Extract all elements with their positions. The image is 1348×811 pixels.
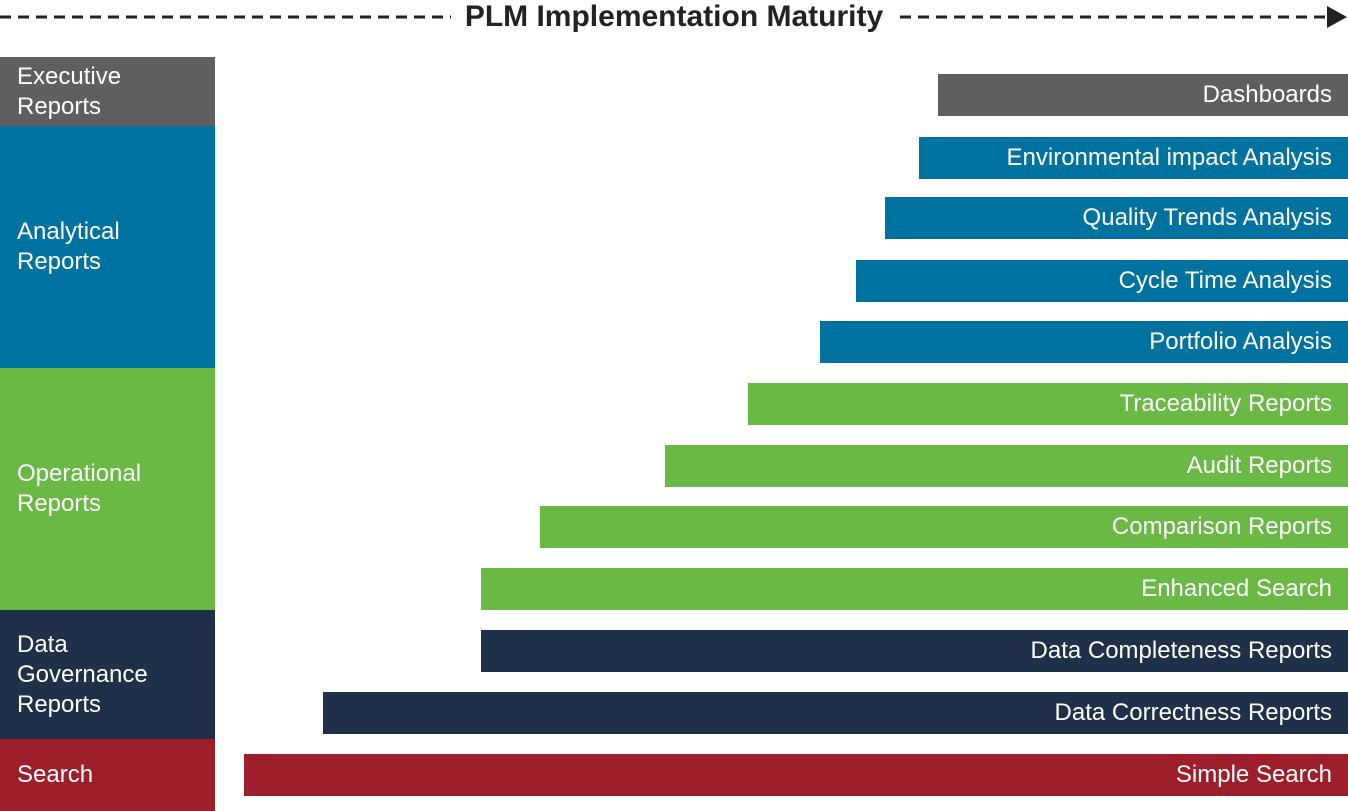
- bar-data-correctness-reports: Data Correctness Reports: [323, 692, 1348, 734]
- bar-quality-trends-analysis: Quality Trends Analysis: [885, 197, 1348, 239]
- category-search: Search: [0, 739, 215, 811]
- category-label: Executive Reports: [17, 62, 122, 120]
- bar-simple-search: Simple Search: [244, 754, 1348, 796]
- chart-title: PLM Implementation Maturity: [0, 0, 1348, 34]
- bar-enhanced-search: Enhanced Search: [481, 568, 1348, 610]
- maturity-axis: PLM Implementation Maturity: [0, 0, 1348, 36]
- category-label: Search: [17, 761, 94, 788]
- bar-portfolio-analysis: Portfolio Analysis: [820, 321, 1348, 363]
- bar-environmental-impact-analysis: Environmental impact Analysis: [919, 137, 1348, 179]
- category-analytical-reports: Analytical Reports: [0, 126, 215, 368]
- category-label: Data Governance Reports: [17, 630, 148, 718]
- maturity-arrow: [0, 6, 1347, 28]
- bar-cycle-time-analysis: Cycle Time Analysis: [856, 260, 1348, 302]
- category-label: Operational Reports: [17, 460, 142, 517]
- bar-audit-reports: Audit Reports: [665, 445, 1348, 487]
- bar-traceability-reports: Traceability Reports: [748, 383, 1348, 425]
- bar-dashboards: Dashboards: [938, 74, 1348, 116]
- category-label: Analytical Reports: [17, 218, 120, 275]
- category-operational-reports: Operational Reports: [0, 368, 215, 610]
- chart-title-text: PLM Implementation Maturity: [450, 0, 898, 33]
- bar-comparison-reports: Comparison Reports: [540, 506, 1348, 548]
- bar-data-completeness-reports: Data Completeness Reports: [481, 630, 1348, 672]
- category-data-governance-reports: Data Governance Reports: [0, 610, 215, 739]
- category-executive-reports: Executive Reports: [0, 57, 215, 126]
